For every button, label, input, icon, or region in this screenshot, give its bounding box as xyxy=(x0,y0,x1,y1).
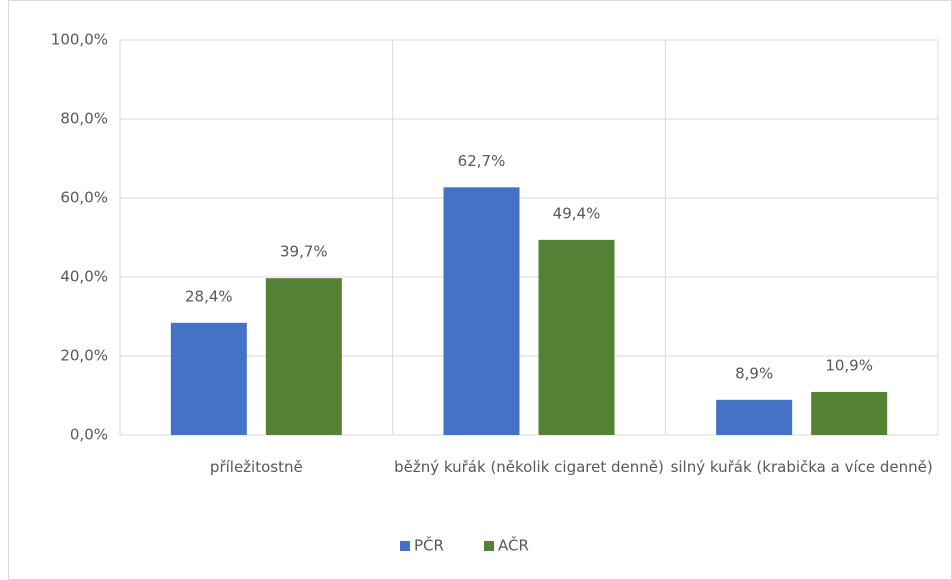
bar xyxy=(443,187,520,435)
legend-label: PČR xyxy=(414,536,444,555)
y-tick-label: 20,0% xyxy=(60,347,108,365)
x-tick-label: běžný kuřák (několik cigaret denně) xyxy=(394,458,664,476)
data-label: 28,4% xyxy=(185,287,233,305)
data-label: 49,4% xyxy=(553,204,601,222)
y-tick-label: 40,0% xyxy=(60,268,108,286)
bar xyxy=(538,239,615,435)
data-label: 8,9% xyxy=(735,364,773,382)
x-tick-label: silný kuřák (krabička a více denně) xyxy=(670,458,933,476)
x-tick-label: příležitostně xyxy=(209,458,303,476)
bar xyxy=(716,399,793,435)
legend-swatch xyxy=(484,541,494,551)
data-label: 10,9% xyxy=(825,356,873,374)
data-label: 62,7% xyxy=(458,152,506,170)
legend-swatch xyxy=(400,541,410,551)
y-tick-label: 100,0% xyxy=(51,31,108,49)
bar xyxy=(811,391,888,435)
bar xyxy=(265,278,342,435)
y-tick-label: 60,0% xyxy=(60,189,108,207)
legend-label: AČR xyxy=(498,536,529,555)
y-tick-label: 80,0% xyxy=(60,110,108,128)
data-label: 39,7% xyxy=(280,243,328,261)
bar xyxy=(170,322,247,435)
y-tick-label: 0,0% xyxy=(70,426,108,444)
